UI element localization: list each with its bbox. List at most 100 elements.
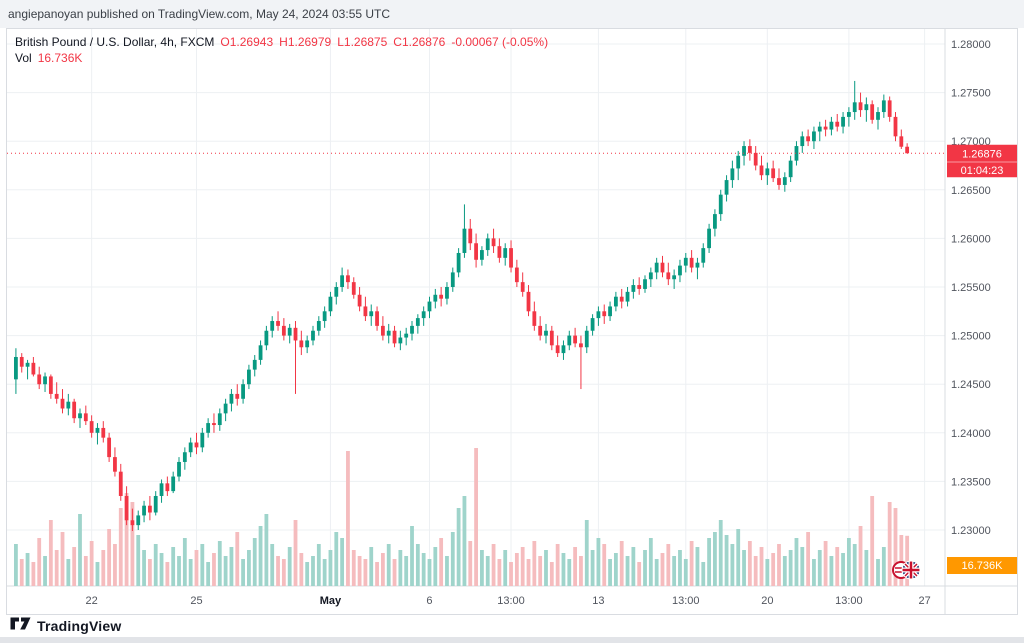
- candle[interactable]: [439, 294, 444, 299]
- volume-bar[interactable]: [782, 556, 787, 586]
- candle[interactable]: [905, 146, 910, 154]
- volume-bar[interactable]: [899, 535, 904, 586]
- candle[interactable]: [887, 100, 892, 117]
- volume-bar[interactable]: [322, 559, 327, 586]
- volume-bar[interactable]: [287, 547, 292, 586]
- candle[interactable]: [520, 282, 525, 292]
- candle[interactable]: [532, 311, 537, 326]
- candle[interactable]: [491, 238, 496, 247]
- volume-bar[interactable]: [747, 541, 752, 586]
- volume-bar[interactable]: [235, 532, 240, 586]
- volume-bar[interactable]: [608, 559, 612, 586]
- volume-bar[interactable]: [514, 553, 519, 586]
- volume-bar[interactable]: [136, 535, 141, 586]
- candle[interactable]: [759, 165, 764, 176]
- candle[interactable]: [648, 272, 653, 280]
- volume-bar[interactable]: [788, 550, 793, 586]
- volume-bar[interactable]: [66, 559, 71, 586]
- candle[interactable]: [782, 177, 787, 185]
- volume-bar[interactable]: [561, 553, 566, 586]
- tradingview-brand[interactable]: TradingView: [37, 618, 122, 634]
- candle[interactable]: [561, 345, 566, 354]
- volume-bar[interactable]: [19, 559, 24, 586]
- candle[interactable]: [410, 325, 414, 334]
- candle[interactable]: [800, 136, 805, 147]
- candle[interactable]: [89, 421, 94, 433]
- candle[interactable]: [95, 427, 100, 433]
- volume-bar[interactable]: [689, 541, 694, 586]
- volume-bar[interactable]: [439, 538, 444, 586]
- candle[interactable]: [672, 275, 677, 280]
- volume-bar[interactable]: [852, 544, 857, 586]
- candle[interactable]: [602, 311, 607, 317]
- candle[interactable]: [223, 403, 228, 414]
- volume-bar[interactable]: [462, 496, 467, 586]
- volume-bar[interactable]: [182, 538, 187, 586]
- volume-bar[interactable]: [276, 556, 280, 586]
- candle[interactable]: [101, 427, 106, 438]
- volume-bar[interactable]: [369, 547, 374, 586]
- volume-bar[interactable]: [724, 535, 729, 586]
- volume-bar[interactable]: [177, 556, 181, 586]
- candle[interactable]: [695, 262, 700, 268]
- volume-bar[interactable]: [753, 556, 758, 586]
- candle[interactable]: [247, 369, 251, 385]
- volume-bar[interactable]: [37, 538, 42, 586]
- volume-bar[interactable]: [474, 448, 478, 586]
- volume-bar[interactable]: [398, 550, 403, 586]
- candle[interactable]: [829, 121, 834, 130]
- volume-bar[interactable]: [806, 532, 811, 586]
- volume-bar[interactable]: [870, 496, 875, 586]
- candle[interactable]: [643, 279, 647, 289]
- candle[interactable]: [78, 413, 82, 419]
- volume-bar[interactable]: [526, 559, 531, 586]
- symbol-title[interactable]: British Pound / U.S. Dollar, 4h, FXCM: [15, 35, 215, 49]
- volume-bar[interactable]: [613, 553, 618, 586]
- volume-bar[interactable]: [316, 544, 321, 586]
- candle[interactable]: [718, 194, 723, 215]
- candle[interactable]: [72, 401, 77, 419]
- candle[interactable]: [212, 423, 216, 426]
- volume-bar[interactable]: [404, 556, 409, 586]
- candle[interactable]: [258, 345, 263, 360]
- volume-bar[interactable]: [217, 541, 222, 586]
- volume-bar[interactable]: [433, 547, 438, 586]
- candle[interactable]: [660, 262, 665, 273]
- volume-bar[interactable]: [334, 532, 339, 586]
- candle[interactable]: [415, 318, 420, 326]
- volume-bar[interactable]: [800, 547, 805, 586]
- volume-bar[interactable]: [625, 556, 630, 586]
- candle[interactable]: [736, 155, 741, 169]
- candle[interactable]: [48, 376, 53, 394]
- candle[interactable]: [281, 325, 286, 336]
- candle[interactable]: [427, 301, 432, 312]
- volume-bar[interactable]: [270, 544, 275, 586]
- volume-bar[interactable]: [14, 544, 18, 586]
- volume-bar[interactable]: [567, 559, 572, 586]
- volume-bar[interactable]: [415, 544, 420, 586]
- volume-bar[interactable]: [299, 553, 304, 586]
- candle[interactable]: [794, 146, 799, 161]
- volume-bar[interactable]: [380, 553, 385, 586]
- candle[interactable]: [503, 248, 508, 258]
- volume-bar[interactable]: [509, 562, 513, 586]
- volume-bar[interactable]: [695, 547, 700, 586]
- volume-bar[interactable]: [258, 526, 263, 586]
- volume-bar[interactable]: [497, 559, 502, 586]
- candle[interactable]: [165, 483, 170, 492]
- volume-bar[interactable]: [817, 550, 822, 586]
- candle[interactable]: [113, 457, 117, 472]
- volume-bar[interactable]: [346, 451, 350, 586]
- volume-bar[interactable]: [95, 562, 100, 586]
- volume-bar[interactable]: [305, 562, 310, 586]
- volume-bar[interactable]: [654, 559, 659, 586]
- candle[interactable]: [118, 471, 123, 496]
- candle[interactable]: [357, 294, 362, 307]
- volume-bar[interactable]: [427, 559, 432, 586]
- volume-bar[interactable]: [893, 508, 898, 586]
- volume-bar[interactable]: [660, 553, 665, 586]
- candle[interactable]: [316, 321, 321, 331]
- volume-bar[interactable]: [835, 547, 840, 586]
- volume-bar[interactable]: [491, 544, 496, 586]
- candle[interactable]: [514, 267, 519, 283]
